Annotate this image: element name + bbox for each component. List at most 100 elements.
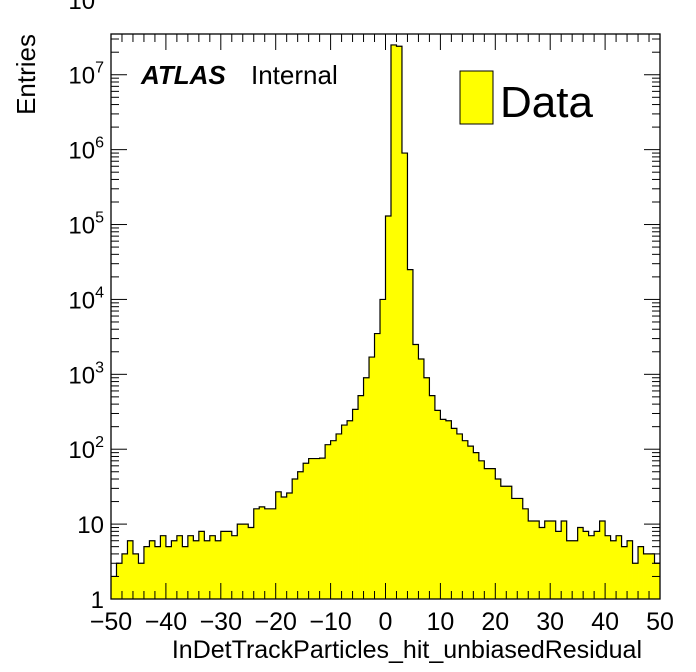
y-tick-label: 105	[68, 210, 104, 240]
histogram-bar	[506, 486, 513, 599]
histogram-bar	[643, 553, 650, 599]
histogram-bar	[325, 444, 331, 599]
histogram-bar	[638, 546, 644, 599]
histogram-bar	[292, 479, 299, 599]
y-tick-label-exponent: 3	[95, 359, 104, 376]
histogram-bar	[237, 524, 244, 599]
histogram-bar	[209, 535, 216, 599]
histogram-bar	[297, 471, 304, 599]
histogram-bar	[369, 357, 375, 599]
histogram-bar	[215, 540, 222, 599]
histogram-bar	[500, 486, 507, 599]
x-tick-label: 20	[481, 608, 509, 636]
y-tick-label-base: 10	[68, 213, 95, 240]
histogram-bar	[275, 491, 282, 599]
histogram-bar	[616, 535, 622, 599]
histogram-bar	[599, 521, 606, 599]
y-tick-label-exponent: 5	[95, 210, 104, 227]
histogram-bar	[539, 527, 546, 599]
histogram-bar	[314, 458, 321, 599]
histogram-bar	[577, 527, 584, 599]
histogram-bar	[231, 535, 238, 599]
y-tick-label-exponent: 2	[95, 434, 104, 451]
histogram-bar	[341, 425, 348, 599]
histogram-bar	[561, 521, 568, 599]
y-tick-label: 108	[68, 0, 104, 15]
x-tick-label: −10	[309, 608, 351, 636]
x-tick-labels: −50 −40 −30 −20 −10 0 10 20 30 40 50	[90, 608, 674, 636]
histogram-bar	[330, 440, 337, 599]
histogram-bar	[347, 420, 353, 599]
histogram-bar	[412, 344, 419, 599]
histogram-bar	[138, 563, 145, 599]
histogram-bar	[511, 498, 518, 599]
histogram-bar	[264, 508, 271, 599]
y-tick-label: 107	[68, 60, 104, 90]
atlas-label: ATLAS	[140, 60, 226, 90]
histogram-bar	[610, 540, 617, 599]
x-tick-label: −50	[90, 608, 132, 636]
histogram-bar	[204, 540, 211, 599]
histogram-bar	[429, 395, 436, 599]
histogram-bar	[182, 546, 189, 599]
x-tick-label: 10	[426, 608, 454, 636]
histogram-bar	[286, 493, 293, 599]
histogram-bar	[423, 377, 430, 599]
histogram-bar	[544, 521, 551, 599]
histogram-bar	[143, 546, 150, 599]
histogram-bar	[627, 540, 633, 599]
histogram-bar	[220, 531, 227, 599]
histogram-bar	[374, 333, 381, 599]
y-tick-label: 1	[91, 587, 104, 614]
histogram-bar	[456, 433, 463, 599]
x-axis-label: InDetTrackParticles_hit_unbiasedResidual	[172, 636, 642, 664]
histogram-bar	[572, 540, 579, 599]
histogram-outline	[111, 44, 660, 578]
histogram-bar	[319, 458, 326, 599]
histogram-bar	[111, 576, 117, 599]
histogram-bar	[401, 153, 408, 599]
histogram-bar	[522, 508, 529, 599]
histogram-bar	[127, 540, 134, 599]
histogram-bar	[555, 531, 562, 599]
y-tick-label: 106	[68, 135, 104, 165]
x-tick-label: −30	[200, 608, 242, 636]
histogram-bar	[495, 479, 502, 599]
histogram-bar	[462, 440, 469, 599]
histogram-bar	[308, 458, 315, 599]
histogram-bar	[418, 359, 425, 599]
histogram-bar	[242, 524, 249, 599]
histogram-bar	[407, 269, 414, 599]
legend-label-data: Data	[500, 78, 593, 127]
histogram-bar	[253, 508, 260, 599]
y-tick-label: 102	[68, 434, 104, 464]
histogram-bar	[550, 521, 557, 599]
y-tick-label-exponent: 8	[95, 0, 104, 2]
legend: Data	[459, 70, 593, 127]
histogram-bar	[445, 420, 452, 599]
histogram-bar	[176, 535, 183, 599]
internal-label: Internal	[251, 60, 338, 90]
y-tick-label-exponent: 6	[95, 135, 104, 152]
histogram-bar	[478, 460, 485, 599]
histogram-bar	[654, 563, 661, 599]
histogram-bar	[434, 410, 441, 599]
histogram-bar	[566, 540, 573, 599]
histogram-bar	[187, 535, 194, 599]
y-axis-label: Entries	[11, 34, 41, 115]
histogram-bar	[154, 546, 161, 599]
histogram-bar	[248, 527, 255, 599]
histogram-bar	[363, 377, 370, 599]
histogram-bar	[621, 546, 628, 599]
y-tick-label-base: 10	[68, 437, 95, 464]
histogram-bar	[226, 531, 233, 599]
y-tick-label: 103	[68, 359, 104, 389]
histogram-bar	[440, 419, 447, 599]
histogram-bar	[171, 540, 178, 599]
histogram-bar	[259, 506, 266, 599]
histogram-bar	[385, 216, 392, 600]
x-tick-label: −40	[145, 608, 187, 636]
histogram-bar	[165, 546, 172, 599]
histogram-bar	[116, 563, 123, 599]
